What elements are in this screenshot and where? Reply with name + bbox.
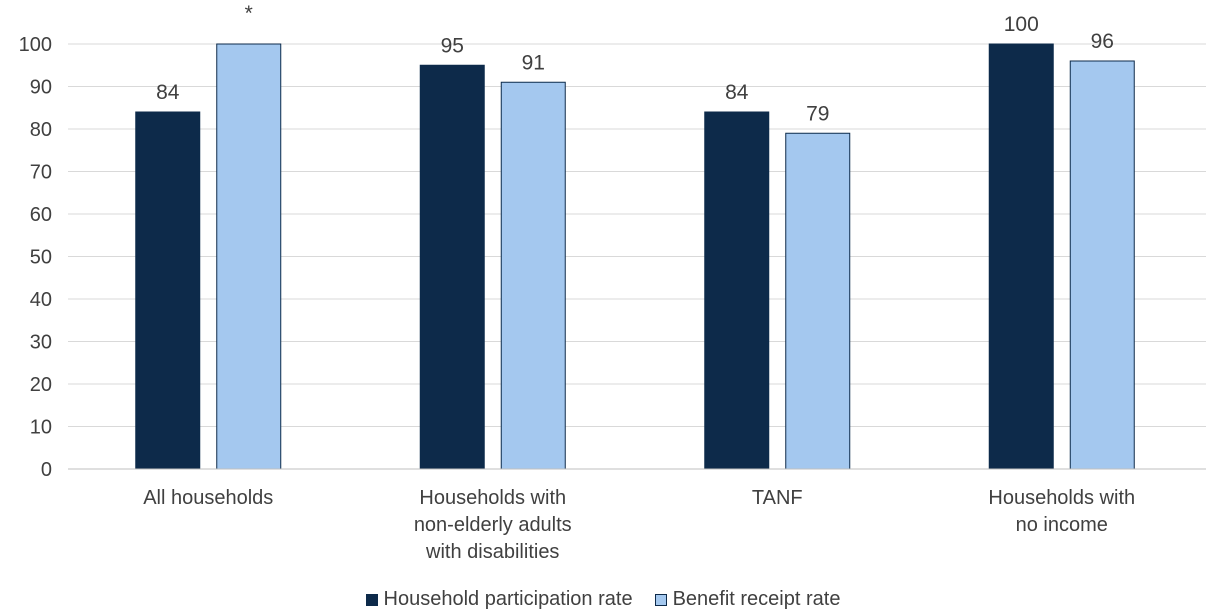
y-tick-label: 80	[30, 119, 52, 141]
category-label: Households with	[988, 487, 1135, 509]
category-label: no income	[1016, 514, 1108, 536]
y-tick-label: 70	[30, 162, 52, 184]
legend-swatch-participation	[365, 593, 378, 606]
y-tick-label: 90	[30, 77, 52, 99]
data-label: *	[245, 2, 253, 25]
bar	[135, 111, 201, 470]
data-label: 95	[441, 34, 464, 57]
legend-item-participation: Household participation rate	[365, 588, 633, 611]
category-label: non-elderly adults	[414, 514, 572, 536]
y-tick-label: 10	[30, 417, 52, 439]
bar	[785, 132, 851, 470]
category-label: TANF	[752, 487, 803, 509]
bar	[419, 64, 485, 470]
bar	[1069, 60, 1135, 470]
bar	[988, 43, 1054, 470]
bar	[500, 81, 566, 470]
y-axis: 0 10 20 30 40 50 60 70 80 90 100	[19, 34, 52, 481]
data-label: 84	[725, 81, 749, 104]
category-label: All households	[143, 487, 273, 509]
legend: Household participation rate Benefit rec…	[0, 588, 1206, 611]
bar	[216, 43, 282, 470]
y-tick-label: 20	[30, 374, 52, 396]
legend-item-benefit: Benefit receipt rate	[654, 588, 841, 611]
category-label: Households with	[419, 487, 566, 509]
data-label: 96	[1091, 30, 1114, 53]
y-tick-label: 100	[19, 34, 52, 56]
data-label: 79	[806, 102, 829, 125]
legend-swatch-benefit	[654, 593, 667, 606]
category-label: with disabilities	[425, 541, 559, 563]
data-label: 91	[522, 51, 545, 74]
y-tick-label: 30	[30, 332, 52, 354]
y-tick-label: 0	[41, 459, 52, 481]
y-tick-label: 60	[30, 204, 52, 226]
x-axis: All households Households with non-elderly…	[68, 468, 1206, 563]
legend-label-participation: Household participation rate	[383, 588, 633, 610]
bar	[704, 111, 770, 470]
legend-label-benefit: Benefit receipt rate	[672, 588, 841, 610]
y-tick-label: 50	[30, 247, 52, 269]
data-label: 100	[1004, 13, 1039, 36]
data-label: 84	[156, 81, 180, 104]
data-labels: 84 * 95 91 84 79 100 96	[156, 2, 1114, 125]
y-tick-label: 40	[30, 289, 52, 311]
